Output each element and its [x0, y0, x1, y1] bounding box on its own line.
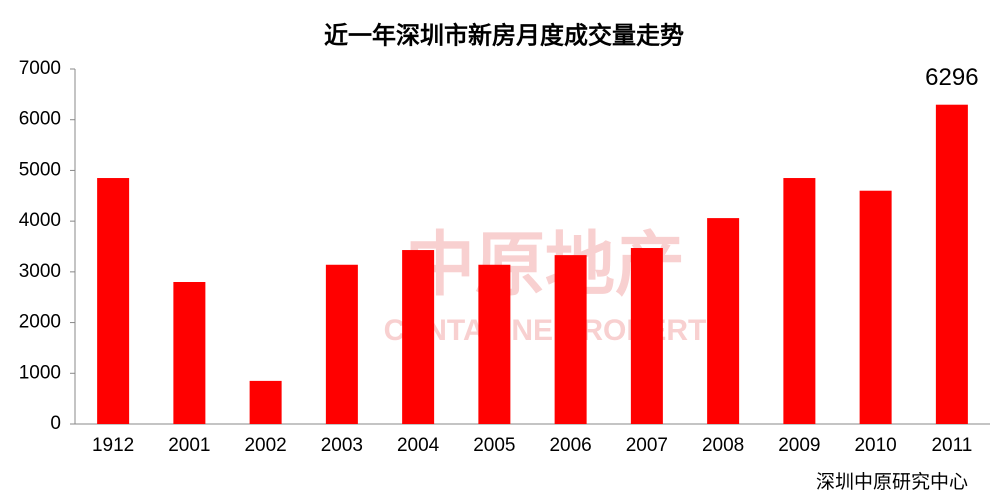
- bar: [783, 178, 816, 424]
- bar: [402, 250, 435, 424]
- x-tick-label: 2003: [321, 435, 363, 456]
- chart-title: 近一年深圳市新房月度成交量走势: [324, 21, 684, 49]
- y-tick-label: 0: [50, 413, 61, 434]
- y-tick-label: 1000: [19, 362, 61, 383]
- x-tick-label: 2007: [626, 435, 668, 456]
- x-tick-label: 2010: [854, 435, 896, 456]
- bar: [325, 264, 358, 424]
- x-tick-label: 2008: [702, 435, 744, 456]
- x-tick-label: 2001: [168, 435, 210, 456]
- x-tick-label: 2002: [244, 435, 286, 456]
- x-tick-label: 2009: [778, 435, 820, 456]
- bar: [478, 264, 511, 424]
- source: 深圳中原研究中心: [816, 471, 968, 493]
- bar: [859, 190, 892, 424]
- x-tick-label: 2004: [397, 435, 440, 456]
- bar: [630, 248, 663, 424]
- bar: [97, 178, 130, 424]
- x-tick-label: 2011: [931, 435, 972, 456]
- y-tick-label: 6000: [19, 109, 61, 130]
- bar: [707, 218, 740, 424]
- bar: [173, 282, 206, 424]
- value-label: 6296: [925, 64, 978, 91]
- bar: [935, 104, 968, 425]
- y-tick-label: 4000: [19, 210, 61, 231]
- bar: [554, 255, 587, 424]
- x-tick-label: 1912: [92, 435, 134, 456]
- x-tick-label: 2005: [473, 435, 515, 456]
- bar: [249, 380, 282, 424]
- y-tick-label: 3000: [19, 261, 61, 282]
- x-tick-label: 2006: [549, 435, 591, 456]
- y-tick-label: 7000: [19, 58, 61, 79]
- y-tick-label: 5000: [19, 159, 61, 180]
- y-tick-label: 2000: [19, 312, 61, 333]
